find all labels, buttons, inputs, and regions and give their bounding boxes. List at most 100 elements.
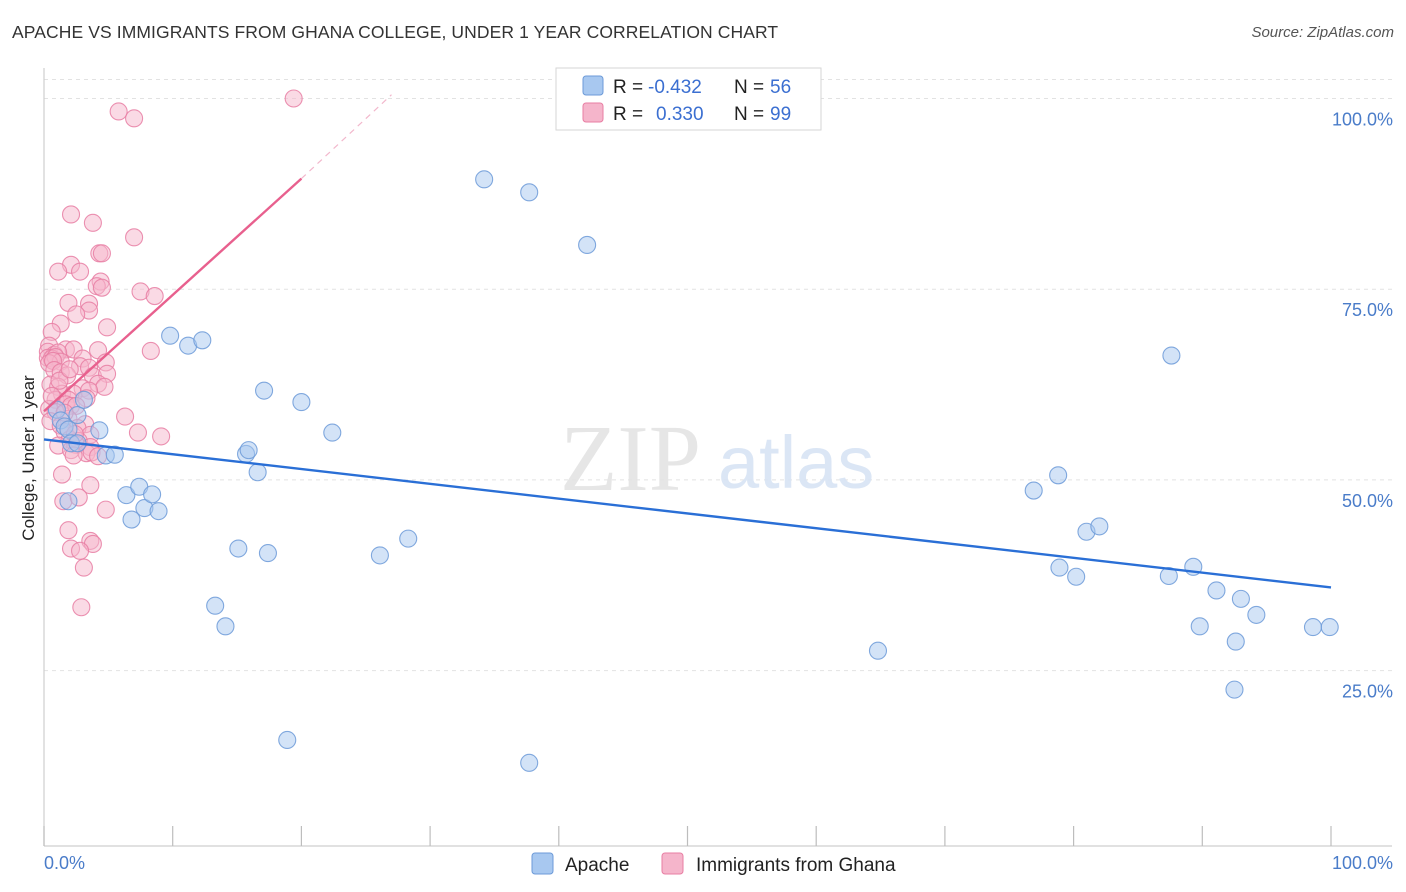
apache-point-28 — [258, 544, 277, 563]
ghana-point-64 — [116, 407, 135, 426]
apache-point-50 — [1226, 632, 1245, 651]
y-axis-title: College, Under 1 year — [19, 375, 38, 541]
apache-point-29 — [278, 730, 297, 750]
bottom-legend-ghana-label: Immigrants from Ghana — [696, 855, 896, 876]
ghana-point-9 — [49, 262, 68, 281]
ghana-point-87 — [59, 521, 78, 540]
ghana-point-50 — [95, 377, 114, 396]
y-tick-label-3: 25.0% — [1342, 682, 1393, 702]
apache-n-value: 56 — [770, 77, 791, 98]
apache-point-11 — [105, 445, 124, 464]
apache-point-7 — [74, 390, 93, 409]
x-tick-label-min: 0.0% — [44, 853, 85, 873]
x-tick-label-max: 100.0% — [1332, 853, 1393, 873]
ghana-point-71 — [152, 427, 171, 446]
ghana-legend-swatch — [582, 102, 604, 123]
apache-point-33 — [399, 529, 418, 548]
ghana-point-91 — [70, 541, 90, 560]
ghana-point-93 — [72, 598, 91, 617]
apache-point-32 — [370, 546, 389, 565]
apache-point-41 — [1050, 558, 1069, 577]
y-tick-label-1: 75.0% — [1342, 300, 1393, 320]
x-axis-ticks — [43, 826, 1332, 846]
apache-points — [47, 170, 1339, 772]
ghana-point-7 — [92, 244, 111, 263]
apache-legend-swatch — [582, 75, 604, 96]
apache-point-51 — [1231, 589, 1250, 608]
apache-point-6 — [68, 405, 87, 425]
ghana-point-37 — [141, 341, 160, 361]
ghana-point-4 — [83, 213, 102, 232]
apache-point-36 — [520, 753, 539, 772]
apache-point-31 — [323, 423, 342, 442]
ghana-r-label: R = — [613, 104, 643, 125]
ghana-point-2 — [125, 109, 144, 128]
ghana-point-83 — [81, 476, 100, 495]
apache-point-53 — [1225, 680, 1244, 699]
apache-r-value: -0.432 — [648, 77, 702, 98]
y-tick-label-0: 100.0% — [1332, 110, 1393, 130]
watermark-zip: ZIP — [560, 407, 701, 511]
ghana-trend-line — [43, 177, 303, 413]
y-tick-label-2: 50.0% — [1342, 491, 1393, 511]
ghana-r-value: 0.330 — [656, 104, 704, 125]
series-legend: Apache Immigrants from Ghana — [531, 852, 896, 876]
apache-point-38 — [868, 641, 888, 660]
apache-point-48 — [1190, 617, 1209, 636]
ghana-point-19 — [67, 305, 86, 324]
apache-point-49 — [1207, 581, 1226, 600]
apache-point-39 — [1024, 481, 1043, 500]
apache-point-30 — [292, 393, 311, 412]
ghana-point-86 — [96, 500, 115, 519]
ghana-point-5 — [125, 228, 144, 247]
ghana-trend-extension — [300, 94, 392, 180]
apache-point-37 — [578, 235, 597, 255]
apache-point-55 — [1320, 618, 1339, 637]
apache-point-17 — [149, 502, 168, 521]
ghana-point-1 — [109, 102, 128, 121]
ghana-point-3 — [61, 205, 81, 224]
apache-point-13 — [122, 510, 141, 529]
apache-point-44 — [1090, 517, 1109, 536]
stats-legend: R = -0.432 N = 56 R = 0.330 N = 99 — [555, 67, 822, 131]
apache-point-27 — [255, 381, 274, 400]
ghana-point-21 — [98, 318, 117, 337]
ghana-point-92 — [74, 558, 93, 577]
apache-point-40 — [1049, 466, 1068, 485]
ghana-point-13 — [92, 278, 111, 297]
bottom-legend-apache-label: Apache — [565, 855, 629, 876]
apache-point-8 — [59, 492, 78, 511]
y-tick-labels: 100.0% 75.0% 50.0% 25.0% — [1332, 110, 1393, 702]
ghana-point-15 — [145, 287, 164, 306]
apache-point-20 — [193, 331, 212, 350]
ghana-n-label: N = — [734, 104, 764, 125]
ghana-point-70 — [128, 423, 148, 442]
ghana-point-10 — [70, 262, 90, 281]
apache-point-26 — [248, 463, 267, 482]
apache-point-18 — [161, 326, 180, 345]
apache-r-label: R = — [613, 77, 643, 98]
ghana-point-0 — [284, 89, 303, 108]
ghana-point-82 — [52, 465, 72, 484]
apache-point-9 — [90, 421, 109, 440]
apache-point-34 — [475, 170, 494, 189]
apache-trend-line — [43, 438, 1332, 589]
ghana-n-value: 99 — [770, 104, 791, 125]
apache-point-52 — [1247, 605, 1266, 624]
apache-point-45 — [1162, 346, 1181, 365]
source-label: Source: ZipAtlas.com — [1251, 24, 1394, 41]
gridlines — [44, 78, 1392, 672]
ghana-point-94 — [50, 371, 69, 390]
chart-title: APACHE VS IMMIGRANTS FROM GHANA COLLEGE,… — [12, 22, 779, 42]
watermark: ZIP atlas — [560, 407, 874, 511]
ghana-points — [38, 89, 303, 617]
apache-point-23 — [229, 539, 248, 558]
bottom-legend-apache-swatch — [531, 852, 554, 875]
bottom-legend-ghana-swatch — [661, 852, 684, 875]
apache-point-25 — [239, 441, 258, 460]
apache-point-35 — [520, 183, 539, 202]
apache-n-label: N = — [734, 77, 764, 98]
ghana-point-95 — [60, 360, 79, 379]
apache-point-54 — [1303, 618, 1323, 637]
